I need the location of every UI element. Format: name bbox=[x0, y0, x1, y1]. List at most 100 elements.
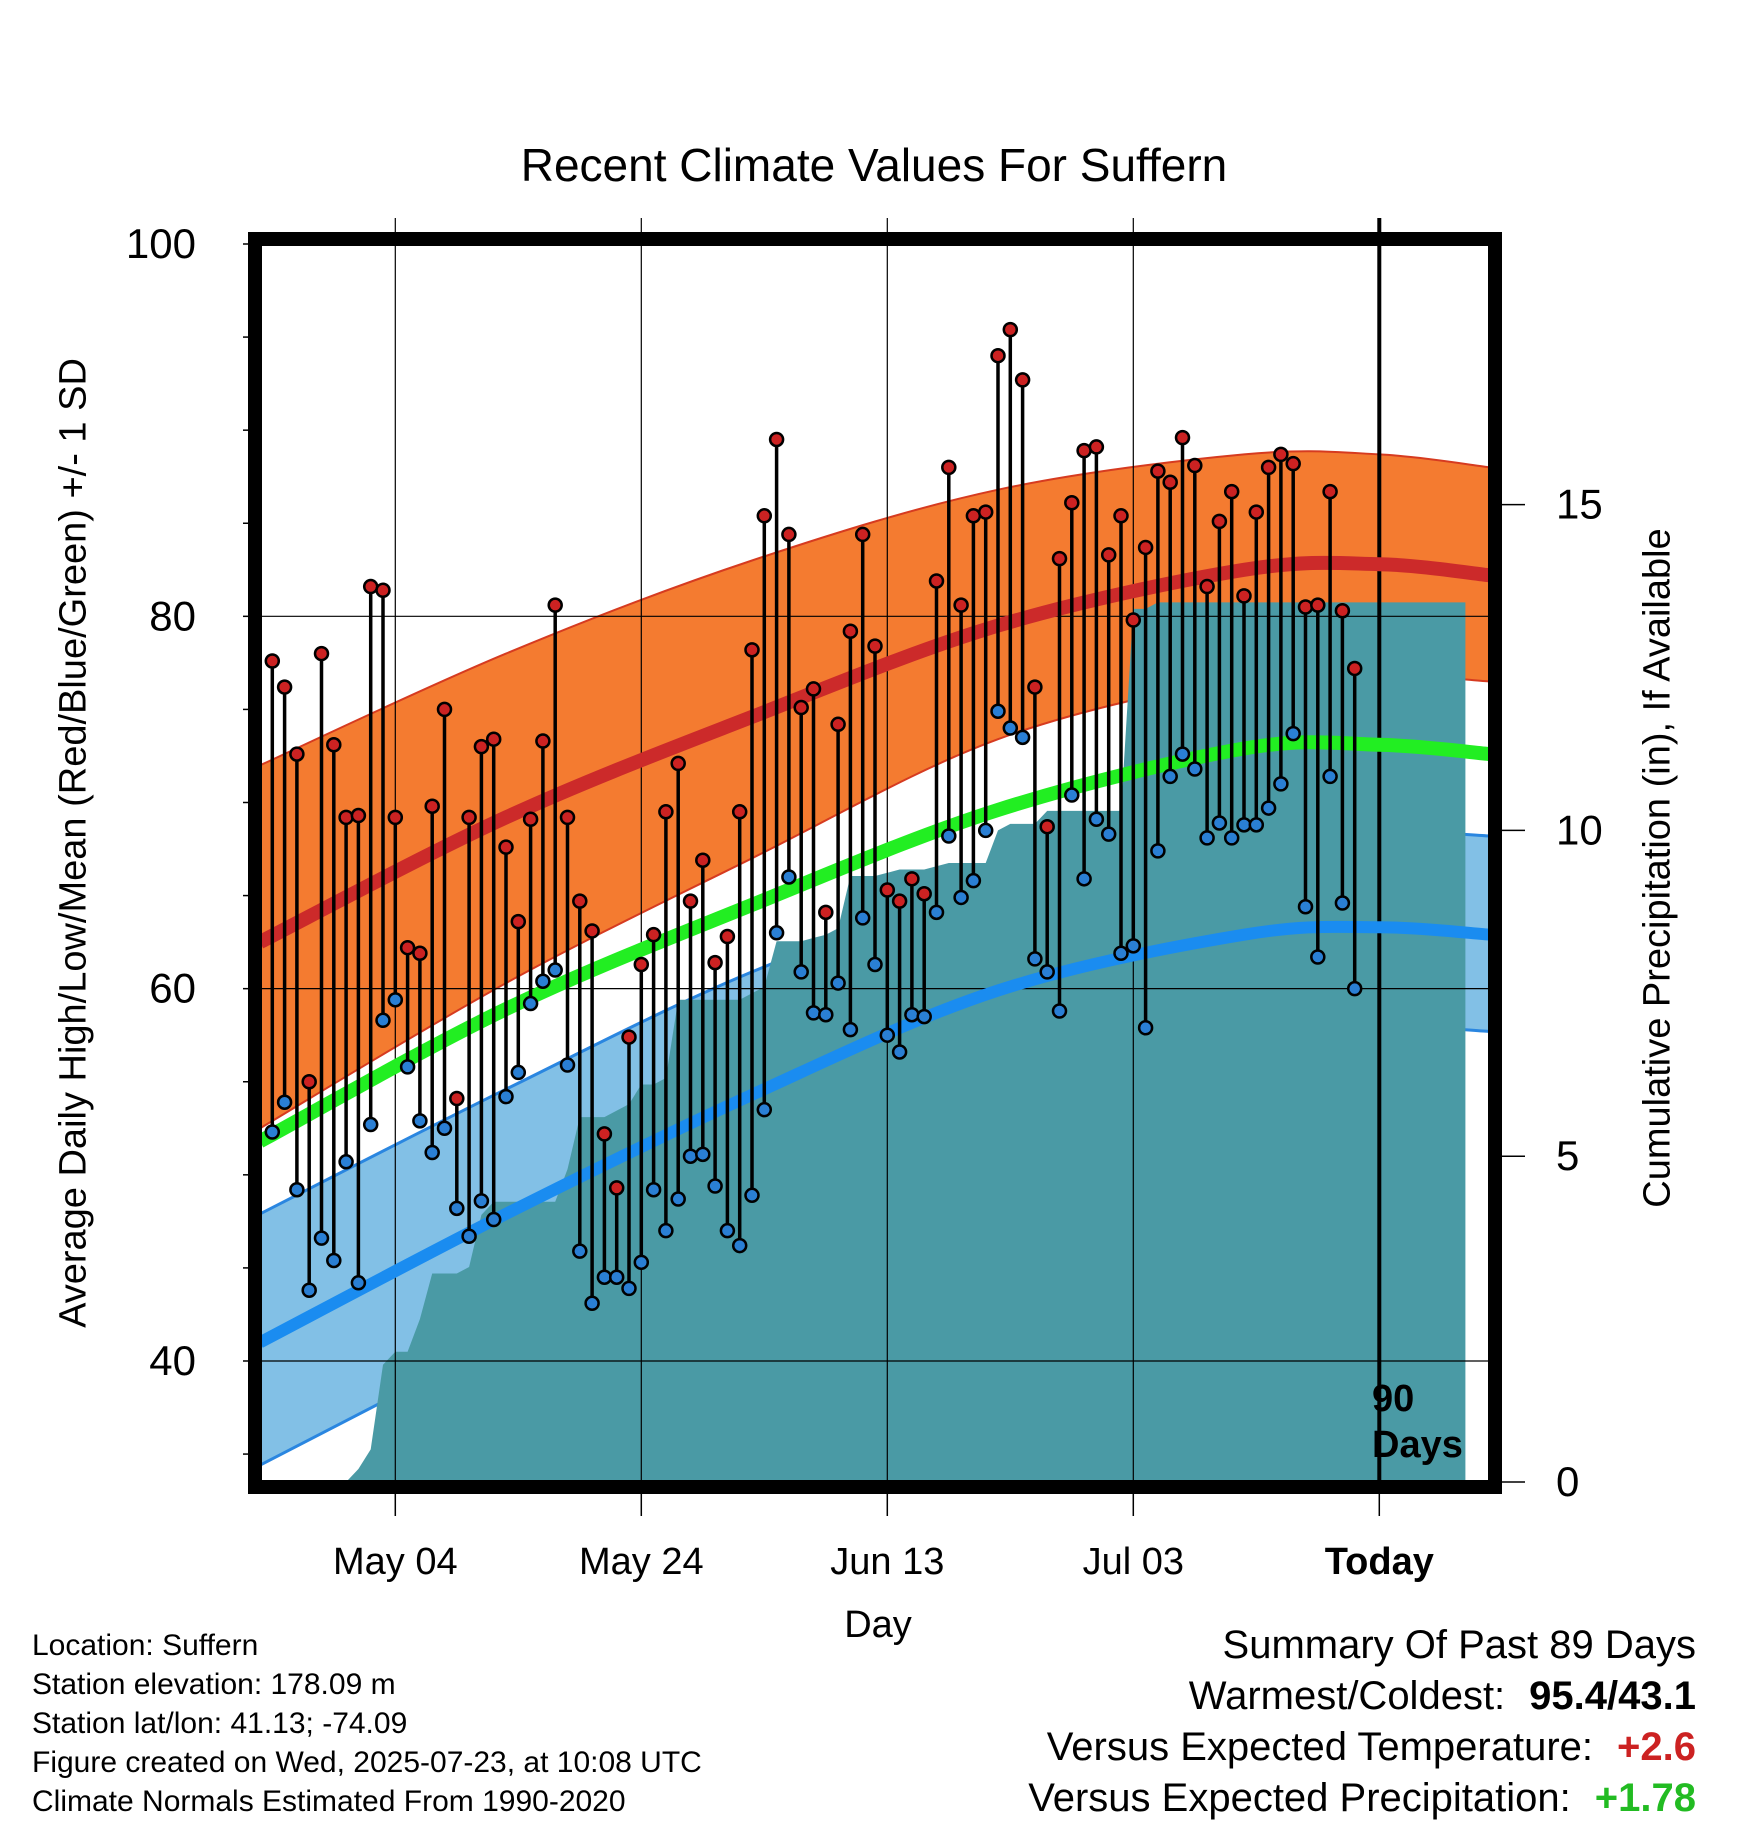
high-point bbox=[953, 597, 969, 613]
secondary-y-axis-label: Cumulative Precipitation (in), If Availa… bbox=[1636, 528, 1679, 1208]
high-point bbox=[1260, 459, 1277, 476]
temp-value: +2.6 bbox=[1617, 1725, 1696, 1769]
created-text: Figure created on Wed, 2025-07-23, at 10… bbox=[32, 1746, 702, 1779]
low-point bbox=[756, 1101, 773, 1118]
low-point bbox=[1100, 826, 1117, 842]
high-point bbox=[535, 733, 551, 749]
low-point bbox=[1248, 817, 1265, 833]
high-point bbox=[522, 811, 539, 828]
low-point bbox=[449, 1200, 465, 1217]
high-point bbox=[436, 701, 453, 718]
high-point bbox=[547, 597, 563, 613]
low-point bbox=[485, 1211, 502, 1228]
high-point bbox=[608, 1180, 625, 1196]
low-point bbox=[1150, 843, 1166, 859]
high-point bbox=[1125, 612, 1142, 628]
low-point bbox=[1125, 938, 1142, 954]
low-point bbox=[264, 1124, 281, 1140]
high-point bbox=[1334, 602, 1351, 619]
low-point bbox=[1285, 725, 1301, 742]
low-point bbox=[1162, 768, 1178, 785]
low-point bbox=[350, 1275, 367, 1291]
x-tick-label: May 24 bbox=[579, 1541, 704, 1583]
summary-temp: Versus Expected Temperature: +2.6 bbox=[1028, 1722, 1696, 1773]
high-point bbox=[1346, 660, 1363, 677]
high-point bbox=[1150, 463, 1166, 479]
low-point bbox=[854, 910, 871, 926]
high-point bbox=[744, 642, 760, 658]
low-point bbox=[670, 1191, 686, 1207]
low-point bbox=[1051, 1003, 1068, 1019]
axis-ticks: 40 60 80 100 0 5 10 15 May 04 May 24 Jun 13 Jul 03 T… bbox=[126, 220, 1603, 1583]
high-point bbox=[1100, 547, 1117, 563]
low-point bbox=[498, 1088, 514, 1105]
high-point bbox=[977, 504, 994, 520]
low-point bbox=[399, 1059, 416, 1075]
high-point bbox=[559, 809, 576, 826]
high-point bbox=[276, 679, 293, 695]
low-point bbox=[1027, 951, 1043, 967]
high-point bbox=[485, 731, 502, 747]
high-point bbox=[731, 804, 748, 820]
low-point bbox=[1174, 746, 1191, 762]
high-point bbox=[424, 798, 440, 814]
low-point bbox=[301, 1282, 317, 1298]
summary-panel: Summary Of Past 89 Days Warmest/Coldest:… bbox=[1028, 1620, 1696, 1824]
low-point bbox=[535, 973, 551, 989]
low-point bbox=[731, 1237, 748, 1254]
high-point bbox=[264, 653, 281, 669]
high-point bbox=[387, 809, 404, 826]
warmest-coldest-value: 95.4/43.1 bbox=[1529, 1674, 1696, 1718]
high-point bbox=[1211, 513, 1228, 530]
high-point bbox=[461, 809, 477, 826]
high-point bbox=[375, 582, 391, 599]
y2-tick-label: 5 bbox=[1556, 1132, 1579, 1179]
high-point bbox=[854, 526, 871, 543]
high-point bbox=[645, 926, 662, 943]
low-point bbox=[1273, 776, 1289, 792]
low-point bbox=[768, 925, 785, 941]
high-point bbox=[1273, 446, 1289, 463]
high-point bbox=[1199, 578, 1215, 595]
high-point bbox=[756, 508, 773, 524]
low-point bbox=[1039, 964, 1055, 980]
low-point bbox=[1223, 830, 1240, 846]
high-point bbox=[805, 681, 822, 697]
x-tick-label: Jun 13 bbox=[830, 1541, 944, 1583]
y-tick-label: 80 bbox=[149, 592, 196, 639]
low-point bbox=[1064, 787, 1080, 803]
high-point bbox=[313, 645, 330, 662]
location-text: Location: Suffern bbox=[32, 1629, 259, 1662]
chart-title: Recent Climate Values For Suffern bbox=[520, 139, 1228, 191]
y-tick-label: 60 bbox=[149, 965, 196, 1012]
high-point bbox=[658, 804, 674, 820]
high-point bbox=[584, 923, 600, 939]
low-point bbox=[867, 956, 883, 973]
high-point bbox=[904, 871, 920, 887]
low-point bbox=[645, 1181, 662, 1198]
low-point bbox=[781, 869, 797, 885]
high-point bbox=[818, 904, 834, 921]
high-point bbox=[473, 738, 490, 755]
high-point bbox=[362, 578, 379, 595]
low-point bbox=[805, 1005, 822, 1021]
high-mean-line bbox=[256, 555, 1491, 949]
high-point bbox=[781, 526, 797, 543]
today-days-label: 90 Days bbox=[1372, 1378, 1463, 1466]
high-point bbox=[1310, 597, 1326, 613]
low-point bbox=[977, 822, 994, 839]
low-point bbox=[1002, 720, 1019, 736]
high-point bbox=[1174, 429, 1191, 446]
high-point bbox=[1187, 457, 1203, 474]
x-tick-label: Jul 03 bbox=[1083, 1541, 1184, 1583]
high-point bbox=[1223, 483, 1240, 500]
low-point bbox=[387, 992, 404, 1008]
low-point bbox=[1088, 811, 1105, 828]
high-point bbox=[1322, 483, 1338, 500]
low-point bbox=[362, 1116, 379, 1133]
plot-frame bbox=[248, 232, 1502, 1494]
y2-tick-label: 10 bbox=[1556, 806, 1603, 853]
high-point bbox=[768, 431, 785, 448]
low-point bbox=[510, 1064, 527, 1081]
high-point bbox=[1248, 504, 1265, 520]
